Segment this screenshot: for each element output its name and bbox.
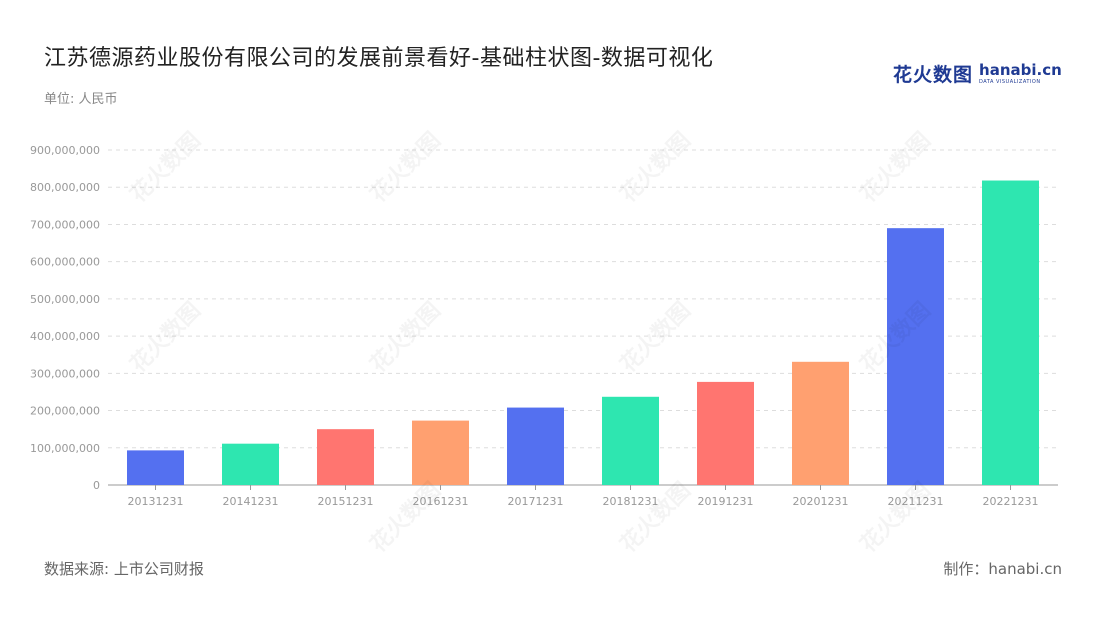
brand-logo: 花火数图 hanabi.cn DATA VISUALIZATION [893,60,1062,87]
y-tick-label: 600,000,000 [30,256,100,269]
logo-tagline: DATA VISUALIZATION [979,78,1041,85]
y-tick-label: 800,000,000 [30,181,100,194]
chart-title: 江苏德源药业股份有限公司的发展前景看好-基础柱状图-数据可视化 [44,46,714,71]
x-tick-label: 20141231 [223,495,279,508]
bar [887,228,944,485]
y-tick-label: 700,000,000 [30,218,100,231]
bar [317,429,374,485]
maker-credit: 制作：hanabi.cn [943,560,1062,578]
x-tick-label: 20221231 [983,495,1039,508]
y-tick-label: 900,000,000 [30,144,100,157]
logo-text-en: hanabi.cn [979,60,1062,79]
y-tick-label: 0 [93,479,100,492]
x-tick-label: 20151231 [318,495,374,508]
x-tick-label: 20181231 [603,495,659,508]
x-tick-label: 20161231 [413,495,469,508]
x-tick-label: 20131231 [128,495,184,508]
x-tick-label: 20191231 [698,495,754,508]
bar [507,407,564,485]
bar [697,381,754,485]
bar [982,180,1039,485]
bar [602,396,659,485]
x-tick-label: 20211231 [888,495,944,508]
data-source: 数据来源: 上市公司财报 [44,560,204,578]
unit-label: 单位: 人民币 [44,92,118,107]
y-tick-label: 400,000,000 [30,330,100,343]
y-tick-label: 300,000,000 [30,367,100,380]
logo-text-en-block: hanabi.cn DATA VISUALIZATION [979,60,1062,85]
bar [127,450,184,485]
y-tick-label: 500,000,000 [30,293,100,306]
y-tick-label: 200,000,000 [30,405,100,418]
bar [222,443,279,485]
y-tick-label: 100,000,000 [30,442,100,455]
x-tick-label: 20201231 [793,495,849,508]
bar [412,420,469,485]
logo-text-cn: 花火数图 [893,64,974,86]
x-tick-label: 20171231 [508,495,564,508]
bar [792,361,849,485]
